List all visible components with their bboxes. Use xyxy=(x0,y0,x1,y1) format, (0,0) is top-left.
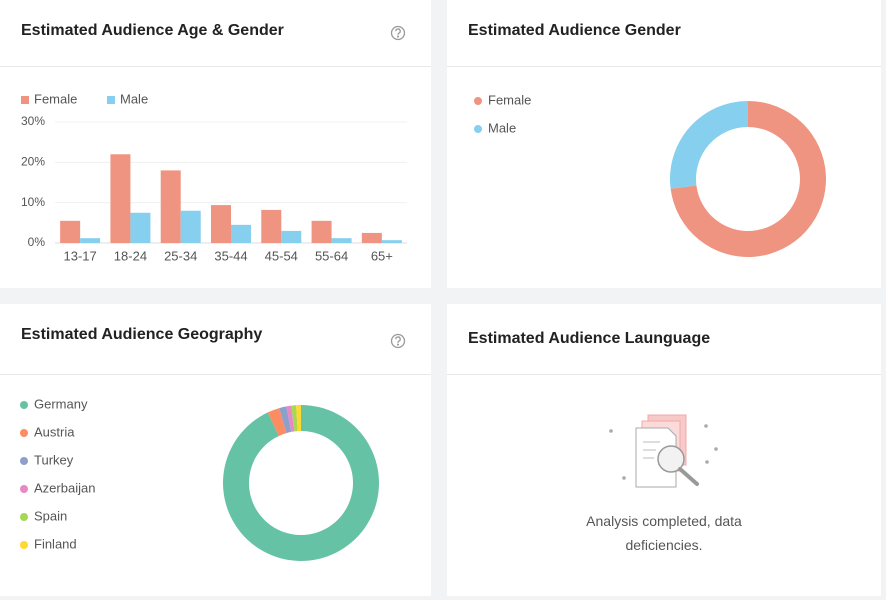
bar xyxy=(361,232,382,243)
x-tick-label: 13-17 xyxy=(64,248,97,263)
legend-swatch xyxy=(21,96,29,104)
x-tick-label: 55-64 xyxy=(315,248,348,263)
help-icon[interactable] xyxy=(390,25,406,41)
legend-label: Male xyxy=(120,91,148,106)
bar xyxy=(130,212,151,243)
x-tick-label: 18-24 xyxy=(114,248,147,263)
legend-swatch xyxy=(20,457,28,465)
legend-swatch xyxy=(20,541,28,549)
bar xyxy=(180,210,201,243)
bar xyxy=(331,238,352,243)
bar xyxy=(231,224,251,243)
panel-title: Estimated Audience Gender xyxy=(468,22,681,39)
y-tick-label: 10% xyxy=(21,195,45,209)
donut-segment xyxy=(267,408,287,436)
bar xyxy=(281,230,302,243)
y-tick-label: 20% xyxy=(21,155,45,169)
legend-swatch xyxy=(107,96,115,104)
donut-segment xyxy=(222,405,379,561)
donut-segment xyxy=(670,101,826,257)
panel-title: Estimated Audience Launguage xyxy=(468,330,710,347)
x-tick-label: 25-34 xyxy=(164,248,197,263)
legend-label: Female xyxy=(488,92,531,107)
donut-segment xyxy=(670,101,748,189)
bar xyxy=(160,170,181,243)
bar xyxy=(80,238,101,243)
x-tick-label: 65+ xyxy=(371,248,393,263)
legend-label: Female xyxy=(34,91,77,106)
legend-swatch xyxy=(20,429,28,437)
legend-label: Male xyxy=(488,120,516,135)
panel-title: Estimated Audience Age & Gender xyxy=(21,22,284,39)
bar xyxy=(60,220,81,243)
legend-swatch xyxy=(20,485,28,493)
help-icon[interactable] xyxy=(390,333,406,349)
donut-segment xyxy=(296,405,301,432)
bar xyxy=(381,240,402,243)
empty-illustration xyxy=(609,414,718,488)
legend-swatch xyxy=(474,97,482,105)
y-tick-label: 0% xyxy=(28,235,46,249)
donut-segment xyxy=(279,406,292,434)
legend-label: Germany xyxy=(34,396,88,411)
x-tick-label: 35-44 xyxy=(214,248,247,263)
legend-label: Finland xyxy=(34,536,77,551)
y-tick-label: 30% xyxy=(21,114,45,128)
legend-label: Spain xyxy=(34,508,67,523)
legend-label: Azerbaijan xyxy=(34,480,95,495)
panel-title: Estimated Audience Geography xyxy=(21,326,262,343)
bar xyxy=(311,220,332,243)
legend-swatch xyxy=(474,125,482,133)
bar xyxy=(211,205,231,243)
donut-segment xyxy=(291,405,298,432)
legend-label: Austria xyxy=(34,424,75,439)
empty-message: Analysis completed, data deficiencies. xyxy=(586,513,742,553)
legend-swatch xyxy=(20,401,28,409)
donut-segment xyxy=(286,405,295,432)
bar xyxy=(261,209,282,243)
x-tick-label: 45-54 xyxy=(265,248,298,263)
legend-swatch xyxy=(20,513,28,521)
panel xyxy=(0,0,431,288)
legend-label: Turkey xyxy=(34,452,74,467)
bar xyxy=(110,154,131,243)
